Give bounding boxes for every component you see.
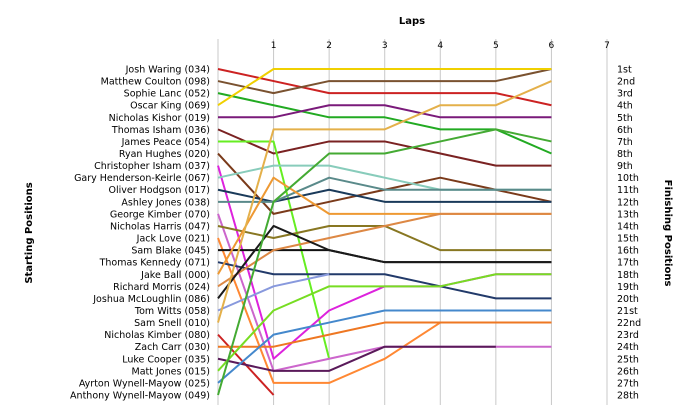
starting-position-label: Oliver Hodgson (017) [108,185,210,196]
starting-position-label: Sam Blake (045) [131,246,210,257]
series-line-7 [218,140,331,360]
starting-position-label: Sam Snell (010) [134,318,210,329]
x-axis-title: Laps [399,16,425,27]
finishing-position-label: 17th [617,258,639,269]
starting-position-label: Ashley Jones (038) [121,197,210,208]
left-axis-title: Starting Positions [24,182,35,283]
finishing-position-label: 15th [617,234,639,245]
starting-position-label: Nicholas Kishor (019) [109,113,210,124]
finishing-position-labels: 1st2nd3rd4th5th6th7th8th9th10th11th12th1… [617,65,641,402]
starting-position-label: Christopher Isham (037) [94,161,210,172]
starting-position-label: Sophie Lanc (052) [124,89,210,100]
finishing-position-label: 10th [617,173,639,184]
starting-position-label: Luke Cooper (035) [122,354,210,365]
series-line-20 [217,224,552,300]
series-line-21 [217,273,330,312]
starting-position-label: Oscar King (069) [130,101,210,112]
finishing-position-label: 16th [617,246,639,257]
finishing-position-label: 27th [617,378,639,389]
finishing-position-label: 4th [617,101,633,112]
starting-position-label: Josh Waring (034) [125,65,210,76]
finishing-position-label: 6th [617,125,633,136]
starting-position-labels: Josh Waring (034)Matthew Coulton (098)So… [70,65,210,402]
starting-position-label: Joshua McLoughlin (086) [92,294,210,305]
finishing-position-label: 26th [617,366,639,377]
x-tick-label: 1 [271,41,277,51]
finishing-position-label: 12th [617,197,639,208]
starting-position-label: Matt Jones (015) [132,366,210,377]
starting-position-label: Ryan Hughes (020) [119,149,210,160]
x-tick-labels: 1 2 3 4 5 6 7 [271,41,610,51]
finishing-position-label: 24th [617,342,639,353]
series-line-6 [217,128,552,167]
starting-position-label: Tom Witts (058) [134,306,210,317]
series-lines [217,68,552,396]
finishing-position-label: 21st [617,306,638,317]
starting-position-label: Ayrton Wynell-Mayow (025) [79,378,210,389]
x-tick-label: 3 [382,41,388,51]
finishing-position-label: 22nd [617,318,641,329]
starting-position-label: Nicholas Harris (047) [110,221,210,232]
finishing-position-label: 25th [617,354,639,365]
finishing-position-label: 18th [617,270,639,281]
series-line-2 [217,68,552,95]
starting-position-label: Thomas Isham (036) [111,125,210,136]
starting-position-label: Richard Morris (024) [113,282,210,293]
starting-position-label: James Peace (054) [121,137,210,148]
finishing-position-label: 1st [617,65,632,76]
right-axis-title: Finishing Positions [662,180,673,287]
finishing-position-label: 5th [617,113,633,124]
x-tick-label: 7 [604,41,610,51]
x-tick-label: 5 [493,41,499,51]
finishing-position-label: 20th [617,294,639,305]
starting-position-label: Gary Henderson-Keirle (067) [74,173,210,184]
starting-position-label: Jake Ball (000) [140,270,210,281]
series-line-24 [218,321,552,348]
gridlines [217,39,608,405]
finishing-position-label: 28th [617,391,639,402]
series-line-25 [217,345,496,372]
finishing-position-label: 11th [617,185,639,196]
x-tick-label: 6 [549,41,555,51]
starting-position-label: Anthony Wynell-Mayow (049) [70,391,210,402]
series-line-5 [218,104,552,119]
finishing-position-label: 23rd [617,330,639,341]
series-line-19 [217,212,552,288]
starting-position-label: Zach Carr (030) [135,342,210,353]
finishing-position-label: 13th [617,209,639,220]
starting-position-label: George Kimber (070) [110,209,210,220]
series-line-1 [217,68,552,107]
series-line-27 [217,309,552,384]
starting-position-label: Thomas Kennedy (071) [99,258,210,269]
series-line-26 [217,273,552,372]
finishing-position-label: 7th [617,137,633,148]
finishing-position-label: 2nd [617,77,635,88]
finishing-position-label: 9th [617,161,633,172]
series-line-17 [217,261,552,300]
finishing-position-label: 14th [617,221,639,232]
starting-position-label: Jack Love (021) [136,234,210,245]
finishing-position-label: 8th [617,149,633,160]
starting-position-label: Nicholas Kimber (080) [104,330,210,341]
series-line-22 [217,80,552,323]
finishing-position-label: 3rd [617,89,633,100]
x-tick-label: 4 [437,41,443,51]
starting-position-label: Matthew Coulton (098) [101,77,210,88]
x-tick-label: 2 [326,41,332,51]
finishing-position-label: 19th [617,282,639,293]
series-line-4 [217,68,552,107]
series-line-28 [217,128,552,396]
